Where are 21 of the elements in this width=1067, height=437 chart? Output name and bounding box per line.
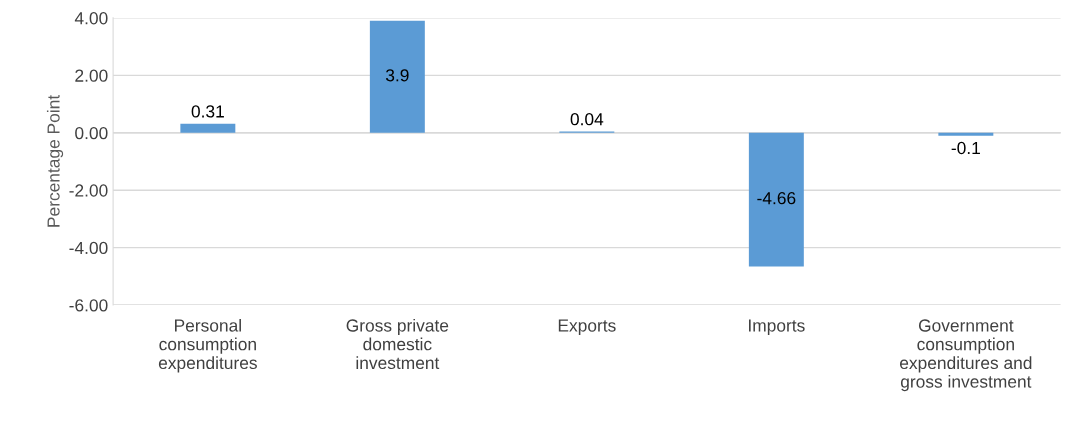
y-tick-label: -6.00 (69, 299, 108, 312)
y-tick-label: -2.00 (69, 184, 108, 197)
y-tick-label: 0.00 (75, 126, 108, 140)
data-label: 3.9 (385, 69, 409, 82)
data-label: -4.66 (757, 192, 796, 205)
y-tick-label: 4.00 (74, 12, 108, 25)
data-label: 0.04 (570, 113, 604, 126)
data-label: -0.1 (951, 141, 980, 155)
y-axis-title: Percentage Point (46, 95, 64, 227)
x-tick-label: Personal consumption expenditures (158, 318, 257, 373)
bar (748, 132, 804, 267)
y-tick-label: 2.00 (75, 69, 108, 82)
x-tick-label: Gross private domestic investment (346, 318, 449, 370)
data-label: 0.31 (191, 105, 224, 118)
x-tick-label: Government consumption expenditures and gross investment (899, 319, 1032, 392)
x-tick-label: Exports (558, 319, 616, 336)
bar (938, 132, 994, 136)
bar (180, 123, 236, 133)
y-tick-label: -4.00 (69, 241, 108, 255)
bar (369, 20, 425, 133)
x-tick-label: Imports (749, 319, 805, 336)
